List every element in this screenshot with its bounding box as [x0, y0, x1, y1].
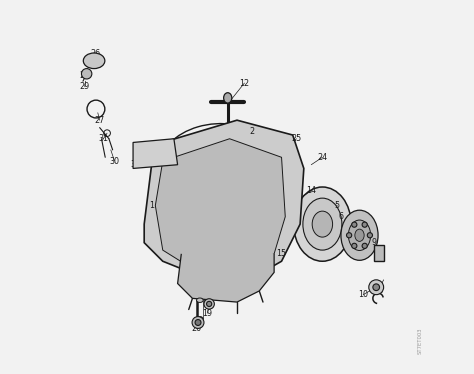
Text: 22: 22: [176, 253, 186, 262]
Text: 13: 13: [165, 238, 175, 247]
Ellipse shape: [355, 229, 364, 241]
Ellipse shape: [197, 316, 203, 321]
Text: 15: 15: [276, 249, 287, 258]
Text: 14: 14: [306, 186, 316, 195]
Circle shape: [82, 68, 92, 79]
Text: ST7ET003: ST7ET003: [418, 328, 422, 354]
Text: 30: 30: [109, 156, 119, 166]
Circle shape: [367, 233, 373, 238]
Circle shape: [207, 301, 212, 307]
Ellipse shape: [293, 187, 351, 261]
Polygon shape: [374, 245, 383, 261]
Text: 6: 6: [338, 212, 344, 221]
Text: 17: 17: [210, 275, 220, 284]
Circle shape: [195, 319, 201, 325]
Circle shape: [204, 299, 214, 309]
Ellipse shape: [348, 220, 371, 251]
Text: 23: 23: [269, 179, 279, 188]
Text: 8: 8: [353, 227, 358, 236]
Circle shape: [346, 233, 352, 238]
Text: 16: 16: [247, 264, 257, 273]
Ellipse shape: [312, 211, 333, 237]
Polygon shape: [155, 139, 285, 269]
Polygon shape: [144, 120, 304, 276]
Ellipse shape: [341, 210, 378, 260]
Text: 27: 27: [94, 116, 105, 125]
Ellipse shape: [303, 198, 342, 250]
Text: 2: 2: [249, 127, 255, 136]
Polygon shape: [178, 254, 274, 302]
Text: 19: 19: [202, 309, 212, 318]
Text: 18: 18: [202, 294, 212, 303]
Circle shape: [362, 243, 367, 248]
Circle shape: [369, 280, 383, 295]
Text: 20: 20: [191, 324, 201, 332]
Circle shape: [352, 243, 357, 248]
Text: 29: 29: [80, 82, 90, 91]
Text: 31: 31: [99, 134, 109, 143]
Circle shape: [192, 316, 204, 328]
Polygon shape: [133, 139, 178, 168]
Text: 3: 3: [130, 160, 136, 169]
Text: 9: 9: [372, 238, 377, 247]
Ellipse shape: [83, 53, 105, 68]
Circle shape: [352, 222, 357, 227]
Text: 11: 11: [373, 286, 383, 295]
Text: 25: 25: [291, 134, 301, 143]
Circle shape: [362, 222, 367, 227]
Text: 5: 5: [335, 201, 340, 210]
Text: 10: 10: [358, 290, 368, 299]
Ellipse shape: [224, 93, 232, 103]
Text: 26: 26: [91, 49, 101, 58]
Text: 12: 12: [239, 79, 249, 88]
Circle shape: [373, 284, 380, 291]
Text: 1: 1: [149, 201, 154, 210]
Ellipse shape: [197, 298, 203, 303]
Text: 4: 4: [142, 149, 146, 158]
Text: 28: 28: [80, 71, 90, 80]
Text: 24: 24: [317, 153, 328, 162]
